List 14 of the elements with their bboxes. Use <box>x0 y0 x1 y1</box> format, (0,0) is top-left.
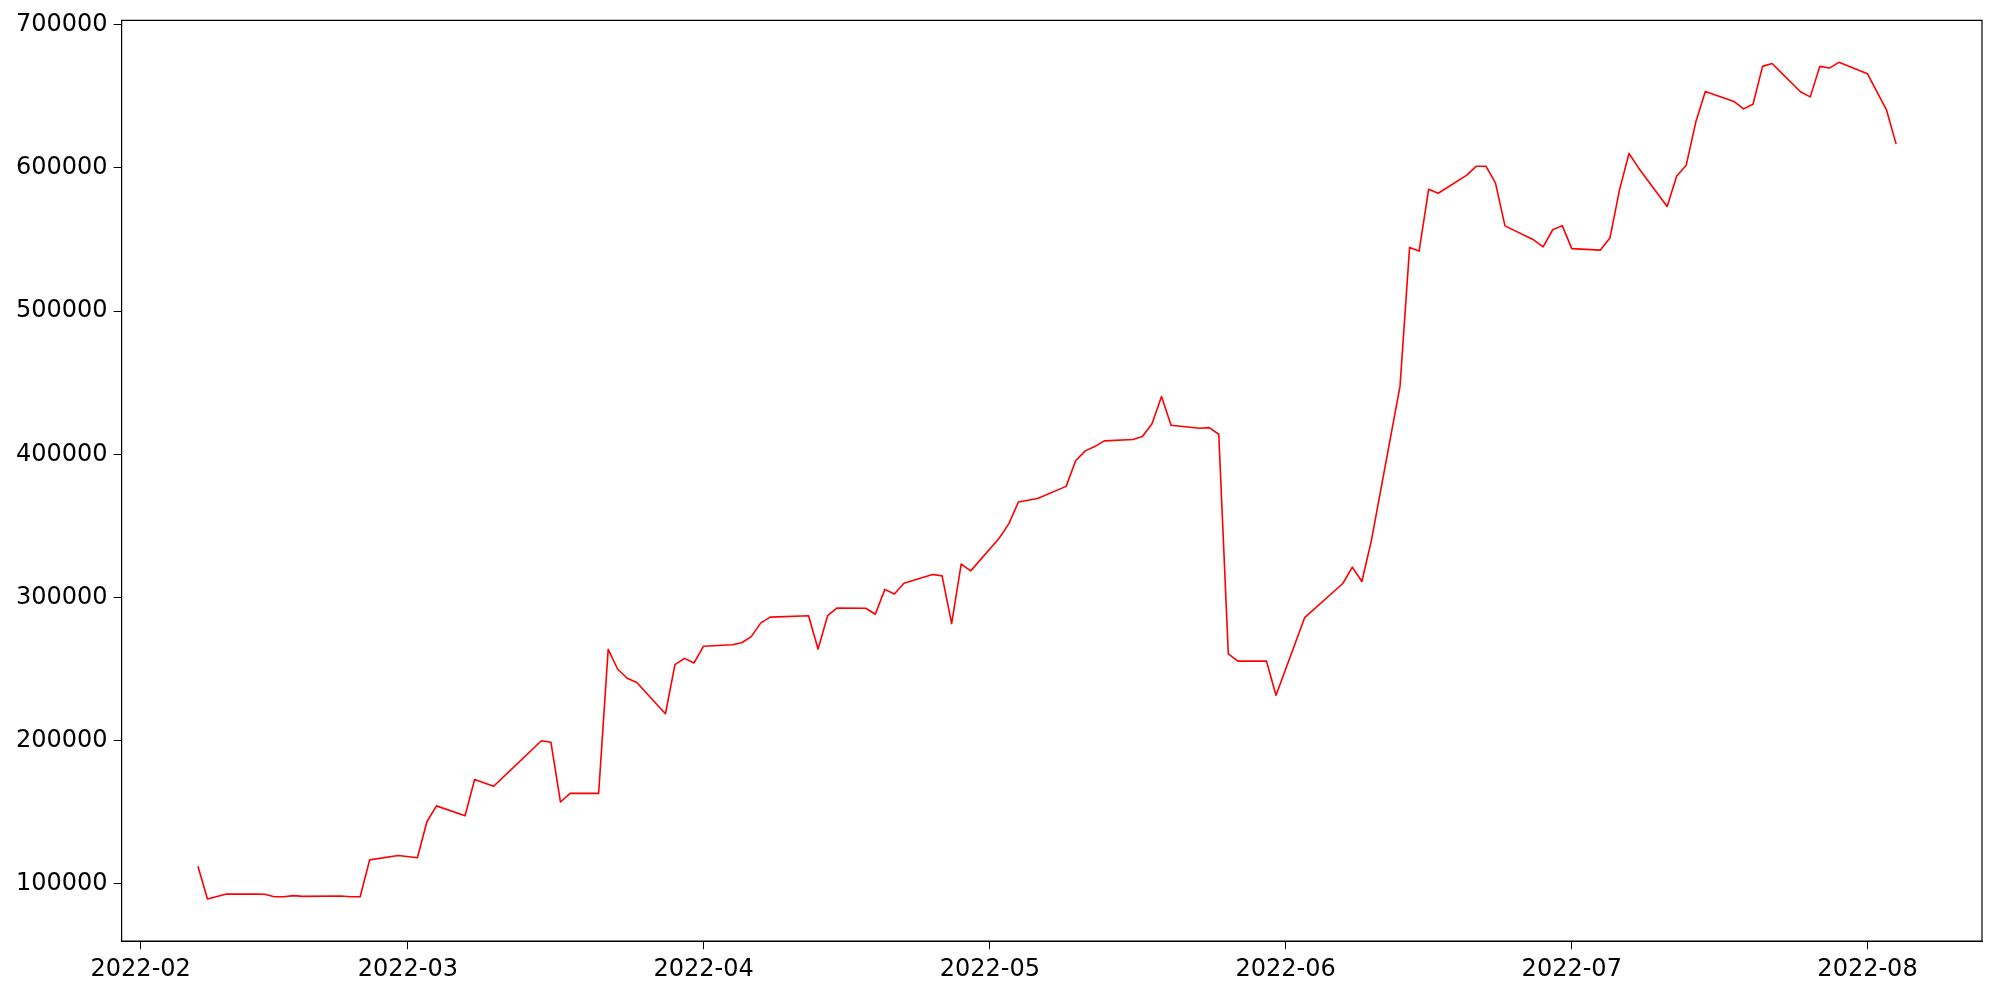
y-tick-label: 300000 <box>15 581 108 610</box>
y-tick-label: 600000 <box>15 152 108 181</box>
y-tick-label: 700000 <box>15 8 108 37</box>
y-tick-label: 400000 <box>15 438 108 467</box>
x-tick-label: 2022-02 <box>90 953 191 982</box>
x-tick-label: 2022-08 <box>1817 953 1918 982</box>
y-tick-label: 500000 <box>15 295 108 324</box>
x-tick-label: 2022-03 <box>357 953 458 982</box>
y-tick-label: 100000 <box>15 868 108 897</box>
x-tick-label: 2022-07 <box>1521 953 1622 982</box>
y-tick-label: 200000 <box>15 724 108 753</box>
x-tick-label: 2022-05 <box>939 953 1040 982</box>
x-tick-label: 2022-04 <box>653 953 754 982</box>
x-tick-label: 2022-06 <box>1235 953 1336 982</box>
